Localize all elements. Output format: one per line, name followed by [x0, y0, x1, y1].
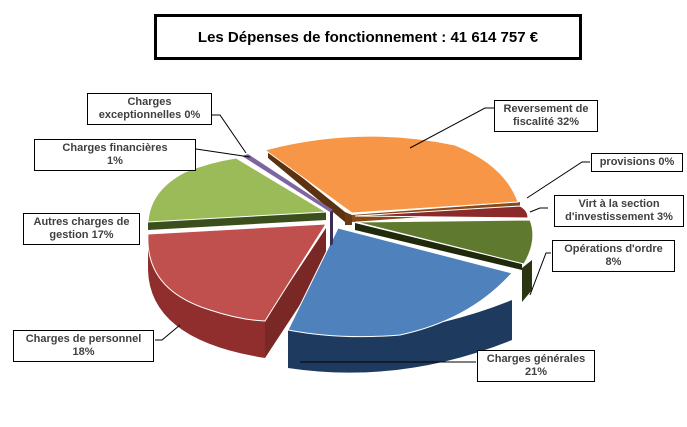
label-charges-personnel: Charges de personnel 18%	[13, 330, 154, 362]
label-line: Autres charges de	[33, 216, 130, 228]
label-line: d'investissement 3%	[565, 211, 673, 223]
slice-charges-financieres	[242, 154, 333, 212]
label-line: 18%	[72, 346, 95, 358]
slice-charges-personnel-side	[148, 233, 265, 358]
slice-charges-personnel	[147, 223, 327, 322]
leader-lines	[155, 107, 590, 363]
label-line: fiscalité 32%	[512, 116, 580, 128]
label-provisions: provisions 0%	[591, 153, 683, 172]
label-line: Virt à la section	[578, 198, 660, 210]
label-charges-generales: Charges générales 21%	[477, 350, 595, 382]
slice-virt-investissement	[354, 205, 529, 219]
label-line: 8%	[605, 256, 622, 268]
label-line: 1%	[107, 155, 123, 167]
label-virt-investissement: Virt à la section d'investissement 3%	[554, 195, 684, 227]
slice-autres-charges-gestion	[147, 157, 328, 223]
label-line: 21%	[524, 366, 548, 378]
chart-title: Les Dépenses de fonctionnement : 41 614 …	[154, 14, 582, 60]
slice-operations-ordre	[355, 219, 534, 265]
slice-charges-generales	[287, 227, 513, 338]
label-charges-financieres: Charges financières 1%	[34, 139, 196, 171]
label-line: Charges générales	[486, 353, 586, 365]
slice-reversement-fiscalite	[263, 135, 519, 214]
label-reversement-fiscalite: Reversement de fiscalité 32%	[494, 100, 598, 132]
slice-charges-generales-side	[288, 300, 512, 373]
label-autres-charges-gestion: Autres charges de gestion 17%	[23, 213, 140, 245]
label-line: gestion 17%	[49, 229, 114, 241]
label-line: provisions 0%	[599, 156, 675, 168]
label-line: Charges	[127, 96, 172, 108]
label-line: Charges de personnel	[25, 333, 142, 345]
label-line: Reversement de	[503, 103, 589, 115]
label-operations-ordre: Opérations d'ordre 8%	[552, 240, 675, 272]
label-line: Charges financières	[62, 142, 168, 154]
slice-operations-ordre-side	[522, 260, 532, 302]
label-line: Opérations d'ordre	[564, 243, 663, 255]
label-charges-exceptionnelles: Charges exceptionnelles 0%	[87, 93, 212, 125]
label-line: exceptionnelles 0%	[98, 109, 201, 121]
